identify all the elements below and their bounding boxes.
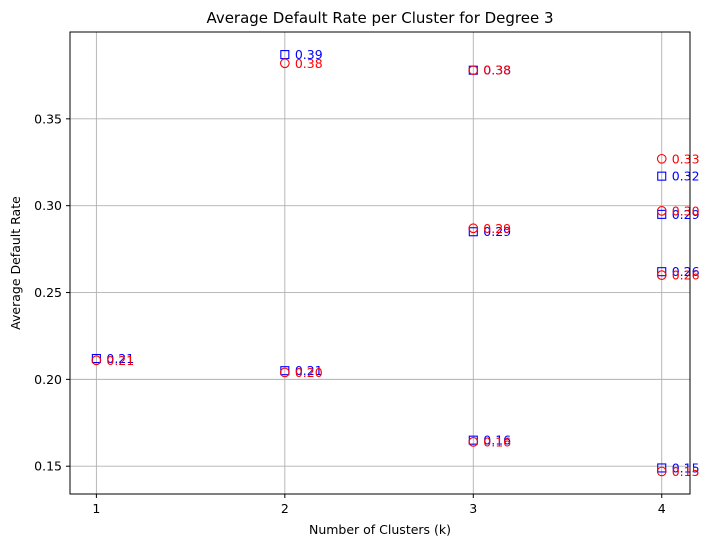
x-tick-label: 3 xyxy=(469,501,477,516)
circle-marker xyxy=(91,355,102,366)
data-label: 0.29 xyxy=(672,207,700,222)
data-label: 0.33 xyxy=(672,151,700,166)
y-axis-label: Average Default Rate xyxy=(8,196,23,330)
x-axis-label: Number of Clusters (k) xyxy=(309,522,451,537)
data-label: 0.30 xyxy=(672,203,700,218)
data-label: 0.16 xyxy=(483,433,511,448)
data-label: 0.29 xyxy=(483,224,511,239)
plot-frame xyxy=(69,31,691,495)
circle-marker xyxy=(656,270,667,281)
axis-ticks: 1 2 3 4 0.15 0.20 0.25 0.30 0.35 xyxy=(34,111,666,516)
data-label: 0.26 xyxy=(672,264,700,279)
data-label: 0.39 xyxy=(295,47,323,62)
data-label: 0.21 xyxy=(106,351,134,366)
circle-marker xyxy=(656,206,667,216)
data-label: 0.21 xyxy=(295,363,323,378)
data-labels: 0.21 0.39 0.21 0.38 0.29 0.16 0.32 0.29 0.26 0.15… xyxy=(106,47,699,479)
data-markers xyxy=(91,50,667,477)
data-label: 0.21 xyxy=(106,353,134,368)
circle-marker xyxy=(468,65,479,76)
x-tick-label: 1 xyxy=(92,501,100,516)
data-label: 0.20 xyxy=(295,365,323,380)
y-tick-label: 0.35 xyxy=(34,111,62,126)
data-label: 0.38 xyxy=(483,63,511,78)
y-tick-label: 0.20 xyxy=(34,372,62,387)
x-tick-label: 2 xyxy=(281,501,289,516)
data-label: 0.16 xyxy=(483,434,511,449)
circle-marker xyxy=(279,367,290,378)
chart-title: Average Default Rate per Cluster for Deg… xyxy=(206,9,553,27)
circle-marker xyxy=(468,223,479,234)
circle-marker xyxy=(279,58,290,69)
data-label: 0.26 xyxy=(672,268,700,283)
square-marker xyxy=(657,267,667,277)
grid-lines xyxy=(70,32,690,494)
y-tick-label: 0.15 xyxy=(34,459,62,474)
y-tick-label: 0.30 xyxy=(34,198,62,213)
circle-marker xyxy=(468,437,479,447)
data-label: 0.15 xyxy=(672,464,700,479)
y-tick-label: 0.25 xyxy=(34,285,62,300)
data-label: 0.38 xyxy=(483,63,511,78)
data-label: 0.38 xyxy=(295,56,323,71)
data-label: 0.29 xyxy=(483,221,511,236)
square-marker xyxy=(468,227,478,237)
circle-marker xyxy=(656,466,667,477)
x-tick-label: 4 xyxy=(658,501,666,516)
data-label: 0.32 xyxy=(672,169,700,184)
square-marker xyxy=(657,171,667,181)
square-marker xyxy=(657,463,667,473)
square-marker xyxy=(657,209,667,219)
circle-marker xyxy=(656,153,667,164)
data-label: 0.15 xyxy=(672,460,700,475)
